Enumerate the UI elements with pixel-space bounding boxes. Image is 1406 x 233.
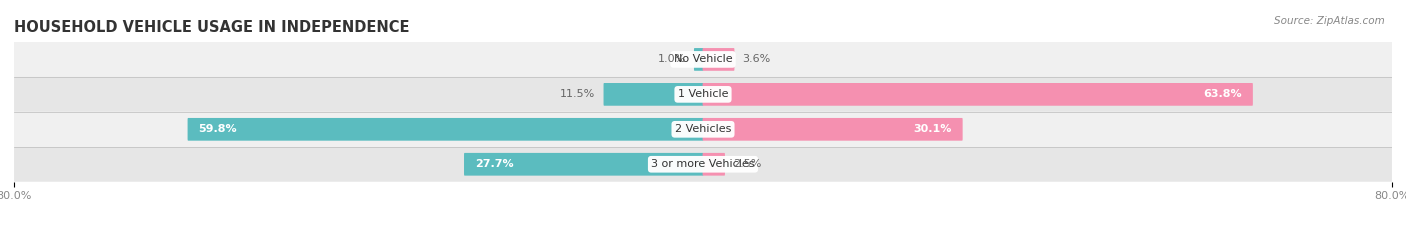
Text: 11.5%: 11.5% bbox=[560, 89, 595, 99]
Text: 63.8%: 63.8% bbox=[1204, 89, 1241, 99]
FancyBboxPatch shape bbox=[703, 48, 734, 71]
Text: 27.7%: 27.7% bbox=[475, 159, 513, 169]
Text: 2.5%: 2.5% bbox=[733, 159, 762, 169]
Text: 1 Vehicle: 1 Vehicle bbox=[678, 89, 728, 99]
Text: 3.6%: 3.6% bbox=[742, 55, 770, 64]
FancyBboxPatch shape bbox=[695, 48, 703, 71]
Text: 30.1%: 30.1% bbox=[914, 124, 952, 134]
Text: Source: ZipAtlas.com: Source: ZipAtlas.com bbox=[1274, 16, 1385, 26]
FancyBboxPatch shape bbox=[603, 83, 703, 106]
FancyBboxPatch shape bbox=[703, 118, 963, 141]
FancyBboxPatch shape bbox=[703, 153, 725, 176]
Text: 3 or more Vehicles: 3 or more Vehicles bbox=[651, 159, 755, 169]
Text: 59.8%: 59.8% bbox=[198, 124, 238, 134]
Text: 1.0%: 1.0% bbox=[658, 55, 686, 64]
FancyBboxPatch shape bbox=[14, 147, 1392, 182]
FancyBboxPatch shape bbox=[703, 83, 1253, 106]
FancyBboxPatch shape bbox=[464, 153, 703, 176]
FancyBboxPatch shape bbox=[14, 112, 1392, 147]
Text: 2 Vehicles: 2 Vehicles bbox=[675, 124, 731, 134]
FancyBboxPatch shape bbox=[14, 42, 1392, 77]
Text: No Vehicle: No Vehicle bbox=[673, 55, 733, 64]
Text: HOUSEHOLD VEHICLE USAGE IN INDEPENDENCE: HOUSEHOLD VEHICLE USAGE IN INDEPENDENCE bbox=[14, 20, 409, 35]
FancyBboxPatch shape bbox=[14, 77, 1392, 112]
FancyBboxPatch shape bbox=[187, 118, 703, 141]
